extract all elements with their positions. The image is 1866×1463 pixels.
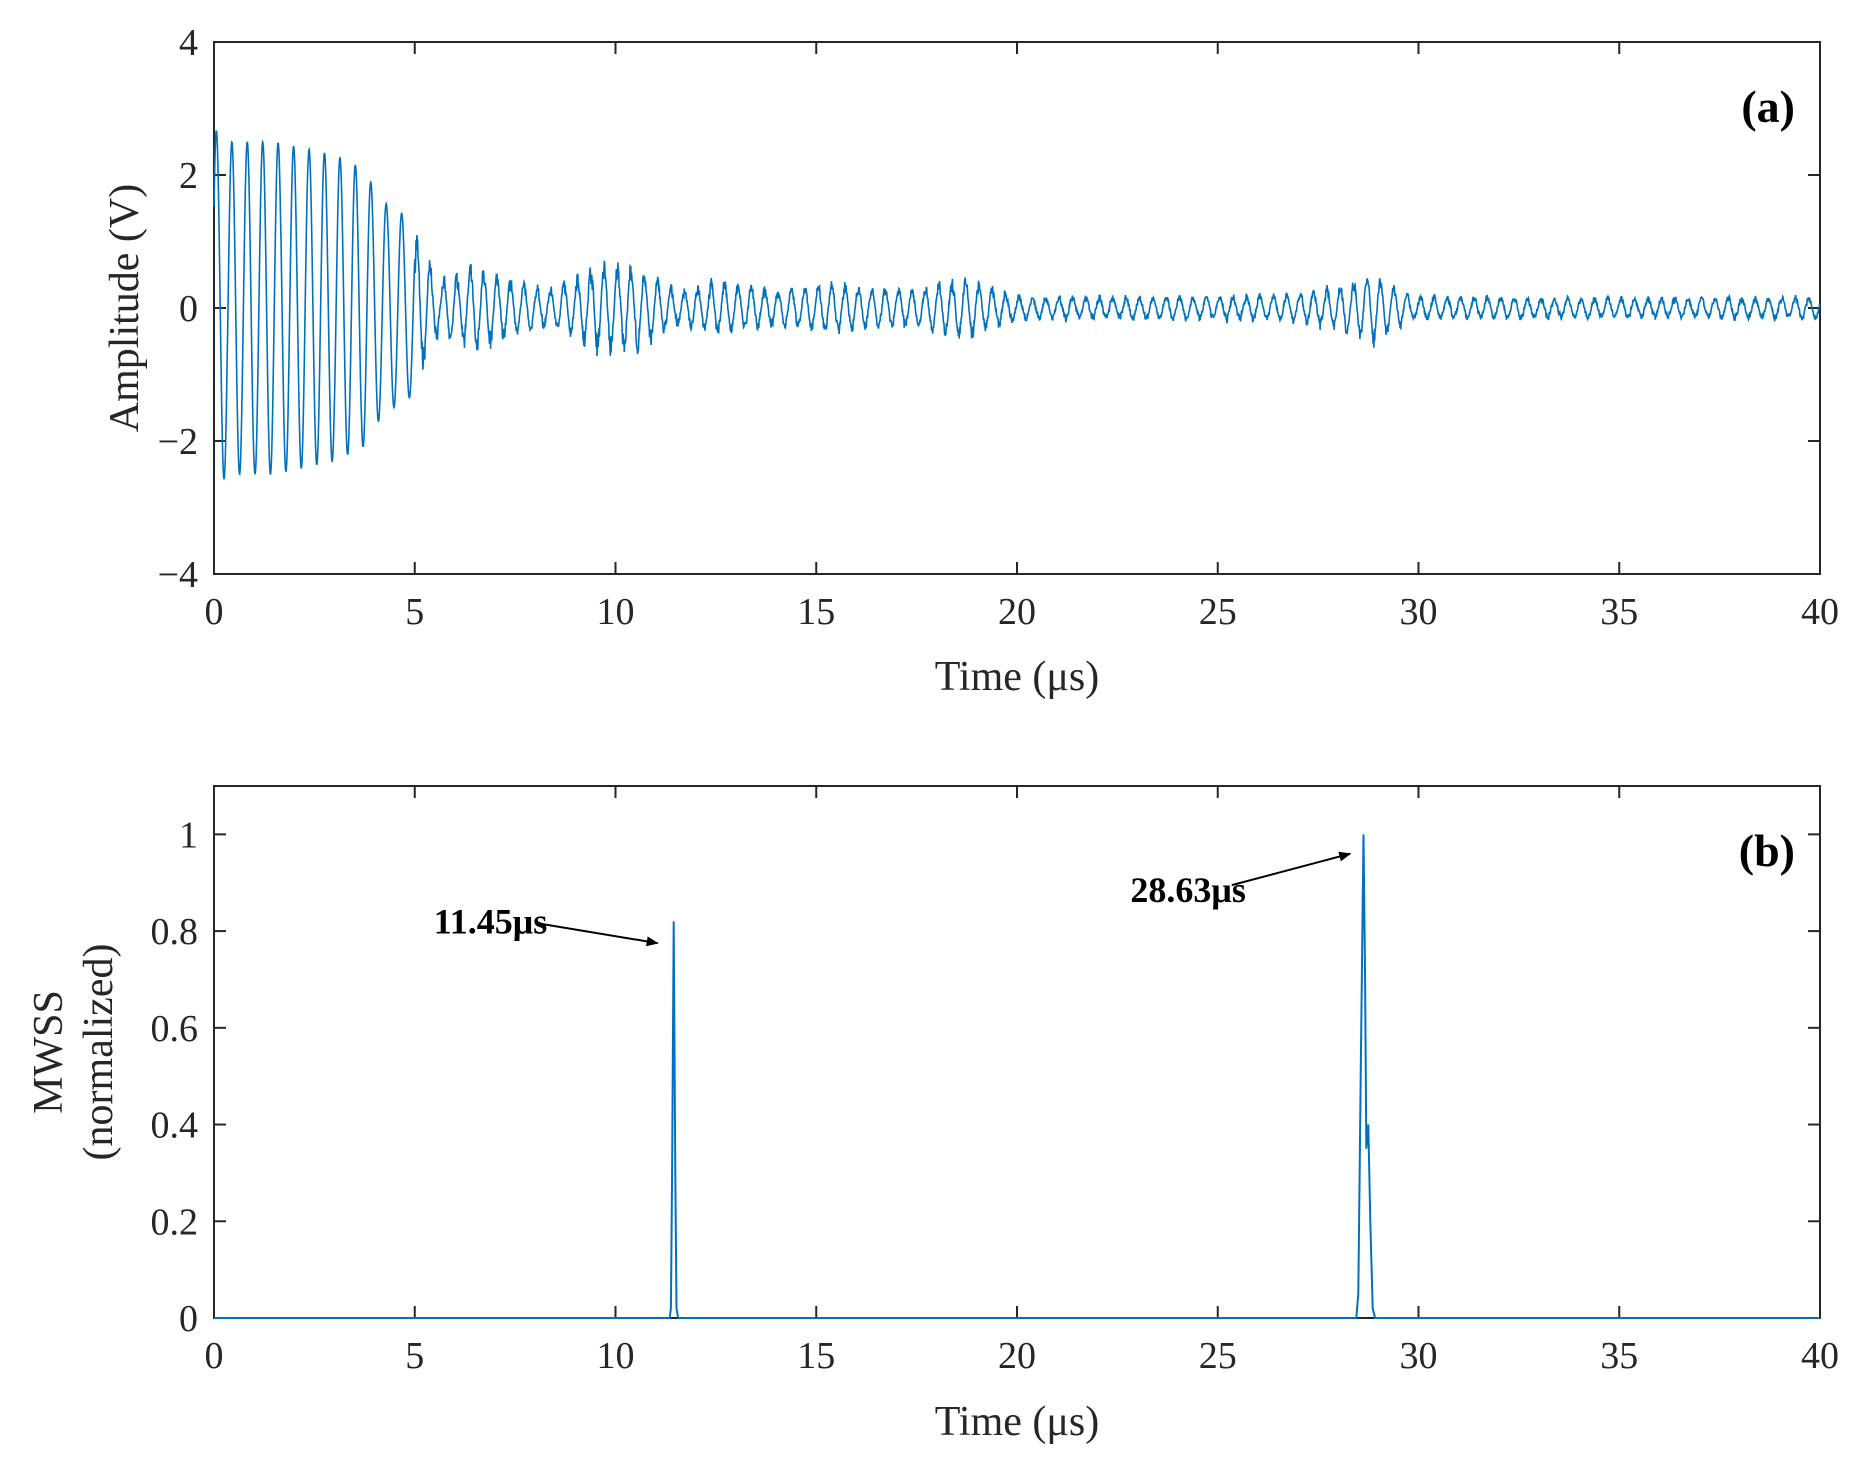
x-tick-label: 10 <box>597 591 635 633</box>
y-tick-labels-a: −4 −2 0 2 4 <box>158 22 198 596</box>
y-tick-label: 0.8 <box>151 911 199 953</box>
tick-marks-b <box>213 786 1821 1319</box>
signal-line <box>213 130 1821 480</box>
x-tick-label: 5 <box>405 591 424 633</box>
y-tick-label: −4 <box>158 554 198 596</box>
y-axis-label-b-line2: (normalized) <box>76 944 122 1161</box>
y-tick-label: 0.2 <box>151 1201 199 1243</box>
x-axis-label-b: Time (μs) <box>935 1399 1100 1445</box>
plot-area-a <box>213 41 1821 575</box>
x-tick-label: 35 <box>1600 591 1638 633</box>
y-axis-label-a: Amplitude (V) <box>102 184 148 432</box>
annotation-arrow <box>1231 851 1352 887</box>
x-tick-label: 20 <box>998 1335 1036 1377</box>
x-tick-label: 25 <box>1199 591 1237 633</box>
x-tick-label: 30 <box>1400 591 1438 633</box>
x-tick-label: 20 <box>998 591 1036 633</box>
tick-marks-a <box>213 41 1821 575</box>
y-tick-label: 1 <box>179 814 198 856</box>
x-tick-label: 40 <box>1801 591 1839 633</box>
x-tick-label: 5 <box>405 1335 424 1377</box>
panel-label-a: (a) <box>1741 81 1795 132</box>
panel-b-mwss-plot: 0 5 10 15 20 25 30 35 40 0 0.2 0.4 0.6 0.8 1 11.45μs 2… <box>26 785 1840 1445</box>
x-tick-labels-a: 0 5 10 15 20 25 30 35 40 <box>205 591 1840 633</box>
peak-annotations: 11.45μs 28.63μs <box>434 851 1352 947</box>
x-tick-label: 10 <box>597 1335 635 1377</box>
x-tick-label: 0 <box>205 591 224 633</box>
y-tick-label: 2 <box>179 155 198 197</box>
x-axis-label-a: Time (μs) <box>935 654 1100 700</box>
y-tick-labels-b: 0 0.2 0.4 0.6 0.8 1 <box>151 814 199 1340</box>
annotation-label: 11.45μs <box>434 901 547 941</box>
y-tick-label: 0 <box>179 1298 198 1340</box>
y-tick-label: 4 <box>179 22 198 64</box>
panel-label-b: (b) <box>1739 825 1795 876</box>
y-tick-label: 0 <box>179 288 198 330</box>
y-tick-label: −2 <box>158 421 198 463</box>
y-tick-label: 0.4 <box>151 1105 199 1147</box>
mwss-line <box>214 834 1820 1319</box>
x-tick-label: 0 <box>205 1335 224 1377</box>
y-axis-label-b: MWSS <box>26 990 72 1114</box>
x-tick-label: 40 <box>1801 1335 1839 1377</box>
x-tick-label: 30 <box>1400 1335 1438 1377</box>
panel-a-signal-plot: 0 5 10 15 20 25 30 35 40 −4 −2 0 2 4 (a) Time (μs) A… <box>102 22 1839 700</box>
plot-area-b <box>213 785 1821 1319</box>
annotation-label: 28.63μs <box>1130 870 1245 910</box>
annotation-arrow <box>541 922 659 947</box>
x-tick-label: 25 <box>1199 1335 1237 1377</box>
x-tick-labels-b: 0 5 10 15 20 25 30 35 40 <box>205 1335 1840 1377</box>
x-tick-label: 15 <box>797 591 835 633</box>
x-tick-label: 15 <box>797 1335 835 1377</box>
x-tick-label: 35 <box>1600 1335 1638 1377</box>
y-tick-label: 0.6 <box>151 1008 199 1050</box>
